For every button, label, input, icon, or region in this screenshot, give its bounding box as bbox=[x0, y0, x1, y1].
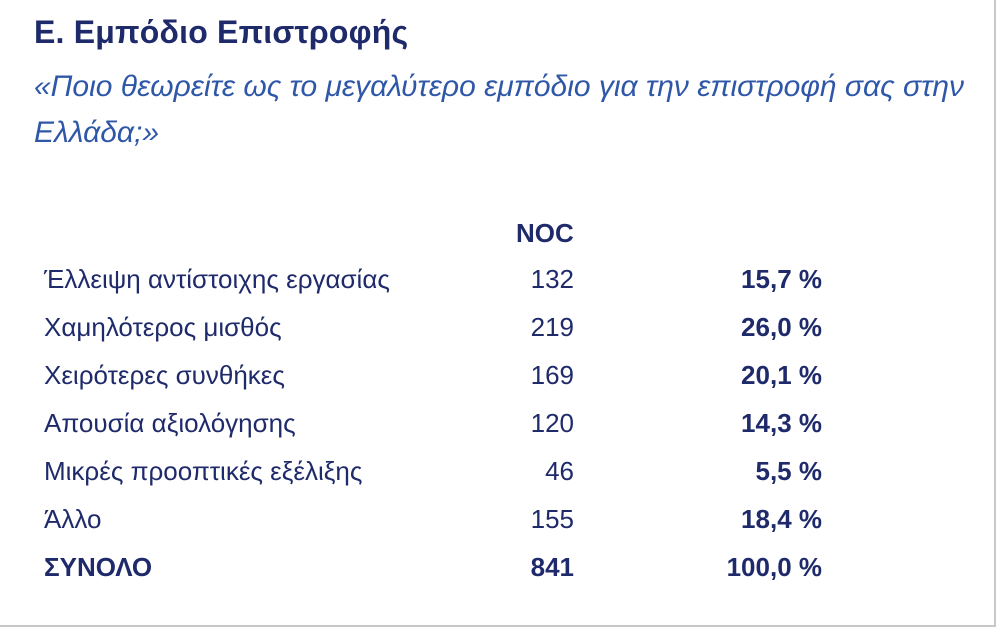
row-percent: 5,5 % bbox=[755, 456, 823, 486]
row-percent: 14,3 % bbox=[741, 408, 822, 438]
table-row: Άλλο 155 18,4 % bbox=[0, 498, 996, 546]
total-label: ΣΥΝΟΛΟ bbox=[44, 552, 153, 582]
table-row: Χειρότερες συνθήκες 169 20,1 % bbox=[0, 354, 996, 402]
row-count: 120 bbox=[530, 408, 574, 438]
table-row: Χαμηλότερος μισθός 219 26,0 % bbox=[0, 306, 996, 354]
table-row: Έλλειψη αντίστοιχης εργασίας 132 15,7 % bbox=[0, 258, 996, 306]
row-percent: 15,7 % bbox=[741, 264, 822, 294]
table-row: Απουσία αξιολόγησης 120 14,3 % bbox=[0, 402, 996, 450]
row-count: 132 bbox=[530, 264, 574, 294]
results-table: Έλλειψη αντίστοιχης εργασίας 132 15,7 % … bbox=[0, 258, 996, 594]
row-count: 155 bbox=[530, 504, 574, 534]
survey-question: «Ποιο θεωρείτε ως το μεγαλύτερο εμπόδιο … bbox=[34, 70, 964, 149]
row-label: Χειρότερες συνθήκες bbox=[44, 360, 285, 390]
row-label: Έλλειψη αντίστοιχης εργασίας bbox=[44, 264, 390, 294]
row-label: Άλλο bbox=[44, 504, 102, 534]
column-header-noc: NOC bbox=[516, 218, 574, 248]
table-row: Μικρές προοπτικές εξέλιξης 46 5,5 % bbox=[0, 450, 996, 498]
row-percent: 20,1 % bbox=[741, 360, 822, 390]
total-percent: 100,0 % bbox=[726, 552, 822, 582]
total-count: 841 bbox=[530, 552, 574, 582]
table-total-row: ΣΥΝΟΛΟ 841 100,0 % bbox=[0, 546, 996, 594]
row-percent: 26,0 % bbox=[741, 312, 822, 342]
row-label: Απουσία αξιολόγησης bbox=[44, 408, 296, 438]
row-count: 219 bbox=[530, 312, 574, 342]
row-label: Χαμηλότερος μισθός bbox=[44, 312, 282, 342]
slide-title: Ε. Εμπόδιο Επιστροφής bbox=[34, 14, 409, 50]
row-count: 169 bbox=[530, 360, 574, 390]
row-label: Μικρές προοπτικές εξέλιξης bbox=[44, 456, 363, 486]
row-count: 46 bbox=[545, 456, 574, 486]
row-percent: 18,4 % bbox=[741, 504, 822, 534]
